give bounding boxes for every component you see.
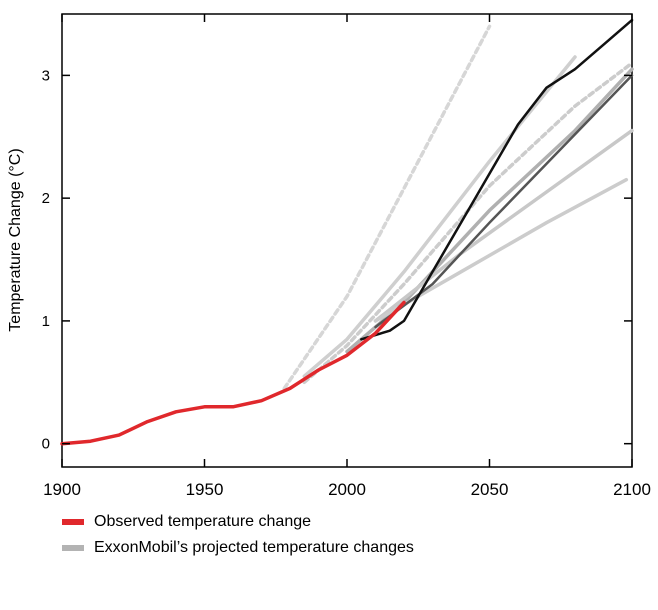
projection-line <box>302 61 634 385</box>
projection-line <box>374 74 634 329</box>
legend-swatch-observed <box>62 519 84 525</box>
y-tick-label: 3 <box>42 67 50 84</box>
x-tick-label: 2050 <box>471 480 509 499</box>
legend-swatch-projected <box>62 545 84 551</box>
legend-label: Observed temperature change <box>94 513 312 530</box>
projection-line <box>373 128 634 323</box>
y-tick-label: 0 <box>42 436 50 453</box>
legend-label: ExxonMobil’s projected temperature chang… <box>94 539 414 556</box>
y-axis-label: Temperature Change (°C) <box>7 148 24 331</box>
x-tick-label: 1900 <box>43 480 81 499</box>
y-tick-label: 2 <box>42 190 50 207</box>
plot-frame <box>61 13 633 468</box>
projection-line <box>360 18 634 341</box>
observed-line <box>60 300 406 446</box>
legend-item-observed: Observed temperature change <box>62 513 311 531</box>
projection-line <box>282 24 492 391</box>
y-tick-label: 1 <box>42 313 50 330</box>
chart-plot: 1900 1950 2000 2050 2100 0 1 2 3 Temperature Cha… <box>7 13 651 499</box>
x-tick-label: 2000 <box>328 480 366 499</box>
x-tick-label: 1950 <box>186 480 224 499</box>
legend-item-projected: ExxonMobil’s projected temperature chang… <box>62 539 414 557</box>
x-tick-label: 2100 <box>613 480 651 499</box>
